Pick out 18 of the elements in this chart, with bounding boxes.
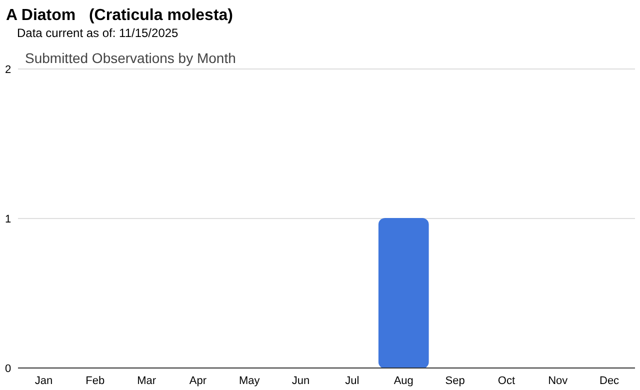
y-tick-label: 0 [4,362,12,375]
x-tick-label: Apr [189,375,207,387]
y-tick-label: 2 [4,64,12,76]
x-tick-label: Dec [600,375,620,387]
x-tick-label: Feb [86,375,105,387]
x-tick-label: Jun [292,375,310,387]
x-tick-label: Jan [34,375,53,387]
x-tick-label: Aug [394,375,414,387]
x-tick-label: Oct [498,375,516,387]
x-tick-label: Nov [548,375,568,387]
x-tick-label: Mar [137,375,156,387]
chart-title: A Diatom (Craticula molesta) [6,7,234,24]
x-tick-label: Jul [345,375,360,387]
text: Submitted Observations by Month [25,50,236,66]
chart-subtitle: Data current as of: 11/15/2025 [17,26,179,40]
x-tick-label: Sep [445,375,465,387]
x-tick-label: May [238,375,260,387]
y-tick-label: 1 [4,213,12,226]
